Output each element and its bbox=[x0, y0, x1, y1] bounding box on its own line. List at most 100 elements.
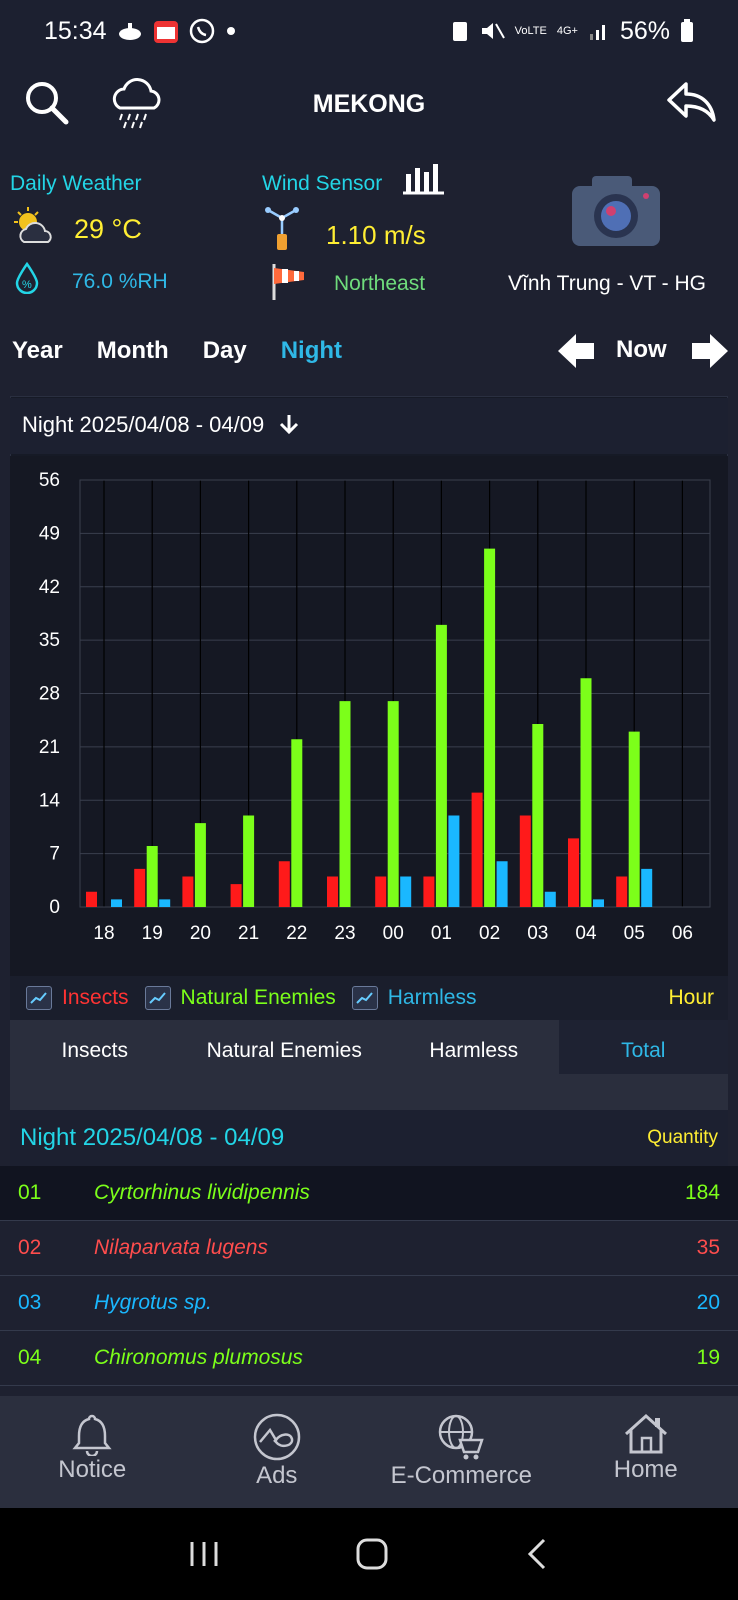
temperature-value: 29 °C bbox=[74, 214, 142, 244]
bar-insects bbox=[616, 876, 628, 907]
bar-insects bbox=[568, 838, 579, 907]
subtab-natural-enemies[interactable]: Natural Enemies bbox=[206, 1039, 362, 1062]
legend-harmless-label: Harmless bbox=[387, 986, 477, 1009]
x-tick-label: 05 bbox=[624, 923, 645, 944]
mute-icon bbox=[479, 19, 505, 43]
x-tick-label: 06 bbox=[672, 923, 693, 944]
now-button[interactable]: Now bbox=[616, 336, 667, 363]
wind-speed-value: 1.10 m/s bbox=[326, 220, 426, 250]
nav-notice[interactable]: Notice bbox=[0, 1396, 185, 1508]
chart-legend: Insects Natural Enemies Harmless Hour bbox=[10, 976, 728, 1020]
nav-home[interactable]: Home bbox=[554, 1396, 738, 1508]
bar-natural-enemies bbox=[243, 815, 255, 907]
app-header bbox=[0, 62, 738, 160]
anemometer-icon bbox=[262, 206, 302, 259]
row-number: 03 bbox=[18, 1291, 42, 1314]
legend-insects-icon bbox=[26, 986, 52, 1010]
signal-icon bbox=[588, 20, 610, 42]
category-tabs: Insects Natural Enemies Harmless Total bbox=[10, 1020, 728, 1110]
tab-night[interactable]: Night bbox=[280, 337, 343, 364]
legend-insects[interactable]: Insects bbox=[26, 986, 129, 1010]
back-arrow-icon[interactable] bbox=[666, 80, 718, 129]
bar-harmless bbox=[448, 815, 460, 907]
x-tick-label: 22 bbox=[286, 923, 307, 944]
calendar-app-icon bbox=[153, 18, 179, 44]
globe-cart-icon bbox=[439, 1414, 484, 1460]
x-tick-label: 23 bbox=[334, 923, 355, 944]
bottom-nav: Notice Ads E-Commerce Home bbox=[0, 1396, 738, 1508]
y-tick-label: 49 bbox=[39, 523, 60, 544]
back-button-icon[interactable] bbox=[522, 1536, 552, 1572]
nav-ecommerce[interactable]: E-Commerce bbox=[369, 1396, 554, 1508]
bar-natural-enemies bbox=[484, 548, 496, 907]
camera-icon[interactable] bbox=[570, 174, 662, 253]
svg-text:%: % bbox=[22, 279, 32, 291]
species-count: 19 bbox=[696, 1346, 720, 1369]
bar-natural-enemies bbox=[291, 739, 303, 907]
sun-cloud-icon bbox=[10, 206, 56, 251]
nav-home-label: Home bbox=[613, 1456, 678, 1483]
species-name: Chironomus plumosus bbox=[94, 1346, 303, 1369]
bar-insects bbox=[471, 792, 483, 907]
bar-insects bbox=[230, 884, 242, 907]
y-tick-label: 35 bbox=[39, 630, 60, 651]
subtab-harmless[interactable]: Harmless bbox=[429, 1039, 519, 1062]
location-label: Vĩnh Trung - VT - HG bbox=[508, 272, 707, 295]
y-tick-label: 7 bbox=[49, 844, 60, 865]
ads-icon bbox=[253, 1413, 300, 1461]
x-axis-unit: Hour bbox=[668, 986, 714, 1009]
x-tick-label: 04 bbox=[575, 923, 597, 944]
list-item[interactable]: 03 Hygrotus sp. 20 bbox=[0, 1276, 738, 1331]
species-list: 01 Cyrtorhinus lividipennis 184 02 Nilap… bbox=[0, 1166, 738, 1386]
bar-harmless bbox=[159, 899, 171, 907]
bar-natural-enemies bbox=[339, 701, 351, 907]
recent-apps-icon[interactable] bbox=[186, 1538, 222, 1570]
tab-day[interactable]: Day bbox=[202, 337, 247, 364]
list-title: Night 2025/04/08 - 04/09 bbox=[20, 1124, 285, 1151]
nav-ads[interactable]: Ads bbox=[185, 1396, 370, 1508]
bar-insects bbox=[86, 891, 97, 907]
battery-icon bbox=[680, 19, 694, 43]
bar-insects bbox=[327, 876, 338, 907]
y-tick-label: 0 bbox=[49, 897, 60, 918]
tab-year[interactable]: Year bbox=[12, 337, 63, 364]
network-type: 4G+ bbox=[556, 25, 578, 37]
bar-natural-enemies bbox=[194, 823, 206, 907]
subtab-insects[interactable]: Insects bbox=[61, 1039, 129, 1062]
list-item[interactable]: 02 Nilaparvata lugens 35 bbox=[0, 1221, 738, 1276]
list-item[interactable]: 04 Chironomus plumosus 19 bbox=[0, 1331, 738, 1386]
tab-month[interactable]: Month bbox=[96, 337, 169, 364]
subtab-total[interactable]: Total bbox=[558, 1020, 728, 1074]
species-count: 35 bbox=[696, 1236, 720, 1259]
species-name: Cyrtorhinus lividipennis bbox=[94, 1181, 310, 1204]
row-number: 04 bbox=[18, 1346, 42, 1369]
legend-natural-enemies[interactable]: Natural Enemies bbox=[144, 986, 336, 1010]
species-count: 20 bbox=[696, 1291, 720, 1314]
bar-natural-enemies bbox=[387, 701, 399, 907]
next-arrow-icon[interactable] bbox=[690, 332, 730, 375]
bar-chart-icon[interactable] bbox=[402, 160, 446, 201]
legend-harmless-icon bbox=[351, 986, 378, 1010]
bar-natural-enemies bbox=[435, 624, 447, 907]
nav-ecommerce-label: E-Commerce bbox=[390, 1462, 532, 1489]
bar-harmless bbox=[593, 899, 604, 907]
bar-insects bbox=[278, 861, 290, 907]
chart-panel-header[interactable]: Night 2025/04/08 - 04/09 bbox=[10, 398, 728, 454]
chart-svg: 56 49 42 35 28 21 14 7 0 18 19 20 21 22 23 00 01 02 03 04 05… bbox=[39, 470, 711, 944]
wind-sensor-label: Wind Sensor bbox=[262, 172, 383, 195]
bar-insects bbox=[134, 868, 146, 907]
x-tick-label: 18 bbox=[93, 923, 114, 944]
species-count: 184 bbox=[684, 1181, 720, 1204]
row-number: 01 bbox=[18, 1181, 42, 1204]
list-header: Night 2025/04/08 - 04/09 Quantity bbox=[10, 1110, 728, 1166]
list-item[interactable]: 01 Cyrtorhinus lividipennis 184 bbox=[0, 1166, 738, 1221]
y-tick-label: 42 bbox=[39, 577, 60, 598]
arrow-down-icon bbox=[280, 415, 299, 435]
legend-harmless[interactable]: Harmless bbox=[351, 986, 477, 1010]
search-icon[interactable] bbox=[22, 78, 70, 131]
legend-insects-label: Insects bbox=[62, 986, 129, 1009]
home-button-icon[interactable] bbox=[354, 1536, 390, 1572]
previous-arrow-icon[interactable] bbox=[556, 332, 596, 375]
rain-cloud-icon[interactable] bbox=[108, 76, 168, 137]
battery-saver-icon bbox=[451, 19, 469, 43]
